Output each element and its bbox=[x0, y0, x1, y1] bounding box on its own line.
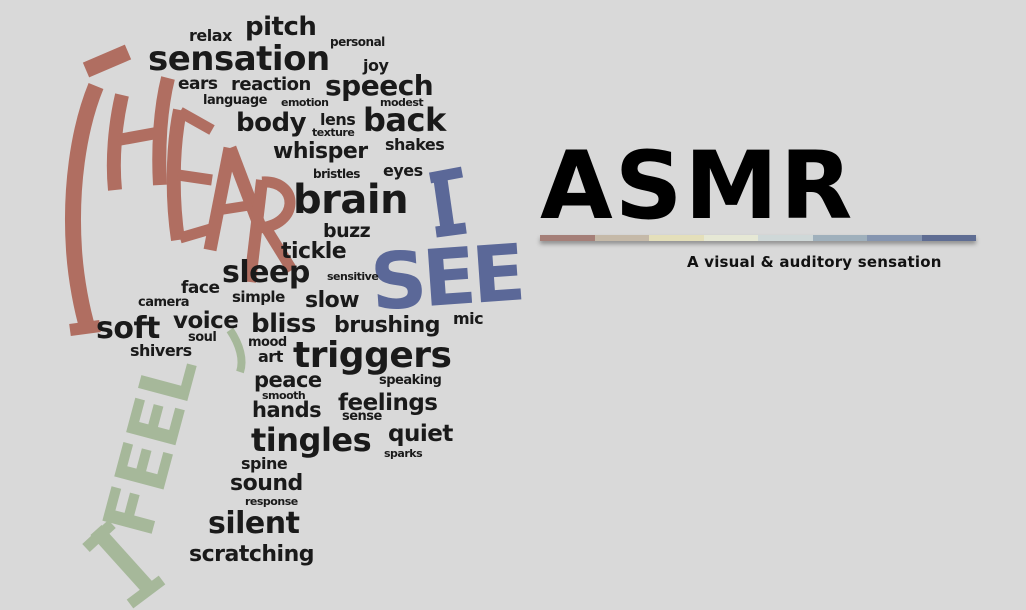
cloud-word-bristles: bristles bbox=[313, 167, 360, 181]
cloud-word-soul: soul bbox=[188, 330, 217, 345]
page-title: ASMR bbox=[540, 132, 855, 241]
cloud-word-mood: mood bbox=[248, 335, 287, 350]
see-letter-i bbox=[433, 175, 455, 233]
cloud-word-peace: peace bbox=[254, 368, 322, 392]
cloud-word-sensitive: sensitive bbox=[327, 270, 379, 283]
cloud-word-brushing: brushing bbox=[334, 313, 440, 338]
cloud-word-response: response bbox=[245, 495, 298, 508]
cloud-word-speech: speech bbox=[325, 69, 434, 102]
cloud-word-sound: sound bbox=[230, 471, 303, 496]
color-rule-segment bbox=[812, 235, 867, 241]
cloud-word-face: face bbox=[181, 278, 220, 298]
color-rule-segment bbox=[703, 235, 758, 241]
cloud-word-soft: soft bbox=[96, 311, 160, 346]
cloud-word-shivers: shivers bbox=[130, 341, 192, 360]
cloud-word-voice: voice bbox=[173, 308, 239, 334]
cloud-word-relax: relax bbox=[189, 26, 232, 45]
feel-letter-i bbox=[90, 524, 156, 596]
color-rule bbox=[540, 235, 976, 241]
cloud-word-spine: spine bbox=[241, 454, 288, 473]
hear-letter-h bbox=[106, 76, 175, 191]
cloud-word-whisper: whisper bbox=[273, 139, 368, 164]
color-rule-segment bbox=[867, 235, 922, 241]
cloud-word-simple: simple bbox=[232, 288, 285, 306]
cloud-word-camera: camera bbox=[138, 295, 190, 310]
cloud-word-hands: hands bbox=[252, 398, 322, 422]
cloud-word-sleep: sleep bbox=[222, 255, 310, 290]
hear-letter-e bbox=[166, 107, 216, 244]
cloud-word-eyes: eyes bbox=[383, 161, 423, 180]
cloud-word-smooth: smooth bbox=[262, 389, 306, 402]
cloud-word-emotion: emotion bbox=[281, 96, 329, 109]
color-rule-segment bbox=[594, 235, 649, 241]
cloud-word-joy: joy bbox=[363, 56, 389, 75]
hear-letter-r bbox=[244, 176, 297, 283]
cloud-word-lens: lens bbox=[320, 110, 356, 129]
cloud-word-ears: ears bbox=[178, 74, 218, 94]
cloud-word-shakes: shakes bbox=[385, 135, 445, 154]
cloud-word-art: art bbox=[258, 347, 283, 366]
cloud-word-silent: silent bbox=[208, 506, 300, 541]
cloud-word-personal: personal bbox=[330, 35, 385, 49]
cloud-word-tingles: tingles bbox=[251, 421, 372, 459]
cloud-word-reaction: reaction bbox=[231, 74, 311, 95]
cloud-word-scratching: scratching bbox=[189, 542, 315, 567]
cloud-word-back: back bbox=[363, 101, 446, 139]
page-subtitle: A visual & auditory sensation bbox=[687, 253, 942, 271]
cloud-word-sense: sense bbox=[342, 409, 382, 424]
cloud-word-tickle: tickle bbox=[281, 239, 347, 264]
cloud-word-quiet: quiet bbox=[388, 421, 453, 447]
color-rule-segment bbox=[649, 235, 704, 241]
cloud-word-speaking: speaking bbox=[379, 373, 442, 388]
see-phrase: SEE bbox=[368, 166, 525, 329]
cloud-word-mic: mic bbox=[453, 309, 484, 328]
cloud-word-slow: slow bbox=[305, 288, 360, 313]
color-rule-segment bbox=[758, 235, 813, 241]
hear-phrase bbox=[64, 44, 297, 336]
cloud-word-sparks: sparks bbox=[384, 447, 423, 460]
cloud-word-modest: modest bbox=[380, 96, 424, 109]
cloud-word-bliss: bliss bbox=[251, 309, 316, 339]
color-rule-segment bbox=[540, 235, 595, 241]
color-rule-segment bbox=[921, 235, 976, 241]
cloud-word-language: language bbox=[203, 93, 267, 108]
cloud-word-feelings: feelings bbox=[338, 390, 438, 416]
cloud-word-body: body bbox=[236, 108, 307, 138]
feel-word: FEEL bbox=[87, 349, 213, 545]
cloud-word-brain: brain bbox=[293, 177, 409, 223]
cloud-word-buzz: buzz bbox=[323, 220, 371, 242]
cloud-word-pitch: pitch bbox=[245, 12, 317, 42]
cloud-word-sensation: sensation bbox=[148, 39, 330, 79]
cloud-word-triggers: triggers bbox=[293, 335, 452, 376]
cloud-word-texture: texture bbox=[312, 126, 355, 139]
hear-letter-i bbox=[64, 82, 104, 333]
see-word: SEE bbox=[368, 228, 525, 328]
